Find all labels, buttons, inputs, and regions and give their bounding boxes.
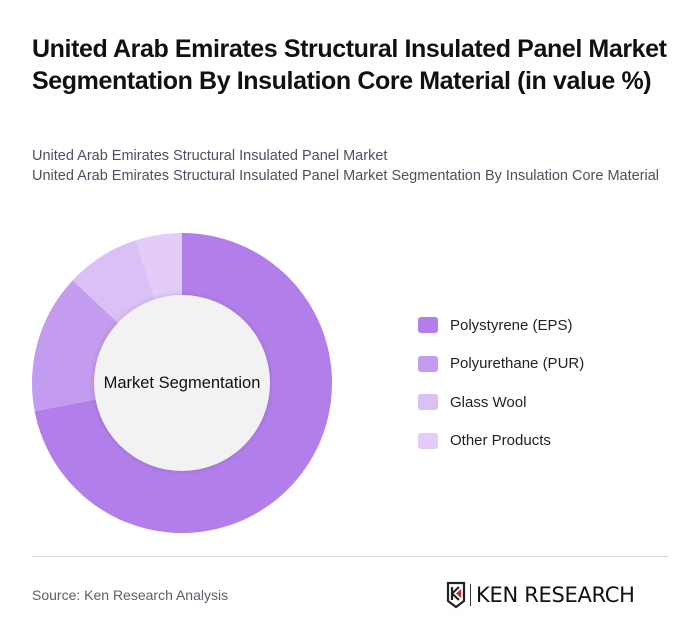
legend-label: Other Products bbox=[450, 432, 551, 449]
legend-label: Polystyrene (EPS) bbox=[450, 316, 573, 334]
footer-divider bbox=[32, 556, 668, 557]
legend-item-other-products[interactable]: Other Products bbox=[418, 431, 584, 451]
chart-subtitle-segmentation: United Arab Emirates Structural Insulate… bbox=[32, 168, 660, 184]
legend-swatch bbox=[418, 355, 438, 372]
logo-separator bbox=[470, 584, 471, 606]
chart-legend: Polystyrene (EPS) Polyurethane (PUR) Gla… bbox=[418, 315, 584, 469]
ken-research-shield-icon bbox=[446, 581, 466, 609]
donut-hole bbox=[94, 295, 270, 471]
legend-item-polyurethane[interactable]: Polyurethane (PUR) bbox=[418, 354, 584, 374]
legend-label: Polyurethane (PUR) bbox=[450, 355, 585, 372]
legend-item-glass-wool[interactable]: Glass Wool bbox=[418, 392, 584, 412]
legend-swatch bbox=[418, 394, 438, 410]
chart-subtitle-market: United Arab Emirates Structural Insulate… bbox=[32, 148, 388, 164]
legend-swatch bbox=[418, 432, 438, 449]
ken-research-logo: KEN RESEARCH bbox=[446, 580, 635, 610]
legend-label: Glass Wool bbox=[450, 393, 527, 411]
logo-text: KEN RESEARCH bbox=[476, 583, 635, 607]
legend-swatch bbox=[418, 317, 438, 333]
chart-title: United Arab Emirates Structural Insulate… bbox=[32, 35, 667, 95]
source-note: Source: Ken Research Analysis bbox=[32, 587, 229, 603]
donut-chart bbox=[32, 233, 332, 533]
legend-item-polystyrene[interactable]: Polystyrene (EPS) bbox=[418, 315, 584, 335]
